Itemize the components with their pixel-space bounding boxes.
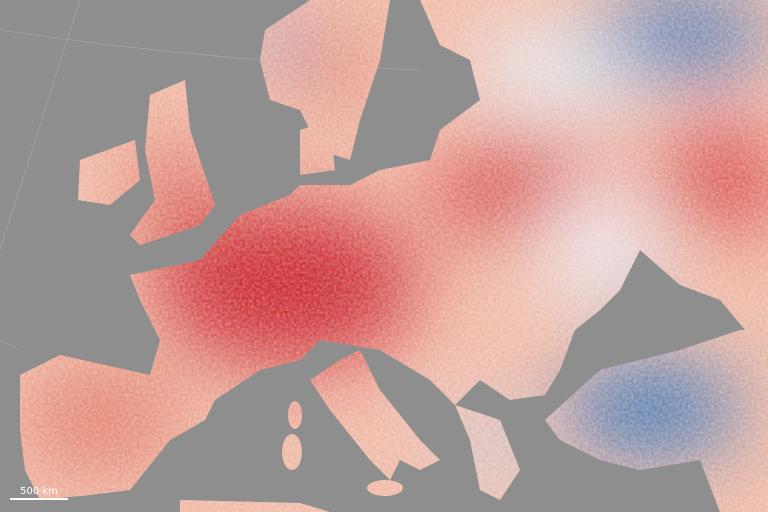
scale-bar: 500 km [10, 486, 68, 500]
graticule-line [0, 339, 21, 351]
scale-label: 500 km [20, 486, 58, 497]
graticule-line [0, 0, 81, 251]
